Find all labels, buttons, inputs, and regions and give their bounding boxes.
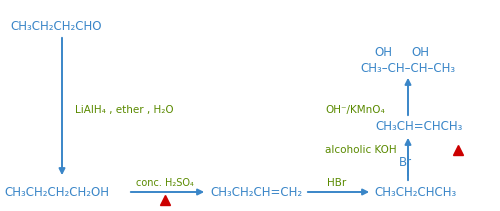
Text: CH₃CH₂CH=CH₂: CH₃CH₂CH=CH₂: [210, 185, 302, 199]
Text: CH₃CH₂CHCH₃: CH₃CH₂CHCH₃: [374, 185, 456, 199]
Text: CH₃CH₂CH₂CH₂OH: CH₃CH₂CH₂CH₂OH: [4, 185, 109, 199]
Text: OH: OH: [411, 46, 429, 60]
Text: Br: Br: [398, 157, 411, 169]
Text: OH: OH: [374, 46, 392, 60]
Text: conc. H₂SO₄: conc. H₂SO₄: [136, 178, 194, 188]
Text: CH₃–CH–CH–CH₃: CH₃–CH–CH–CH₃: [360, 61, 455, 74]
Text: LiAlH₄ , ether , H₂O: LiAlH₄ , ether , H₂O: [75, 105, 174, 115]
Text: HBr: HBr: [328, 178, 346, 188]
Text: CH₃CH=CHCH₃: CH₃CH=CHCH₃: [375, 120, 462, 134]
Text: alcoholic KOH: alcoholic KOH: [325, 145, 396, 155]
Text: CH₃CH₂CH₂CHO: CH₃CH₂CH₂CHO: [10, 20, 102, 33]
Text: OH⁻/KMnO₄: OH⁻/KMnO₄: [325, 105, 385, 115]
